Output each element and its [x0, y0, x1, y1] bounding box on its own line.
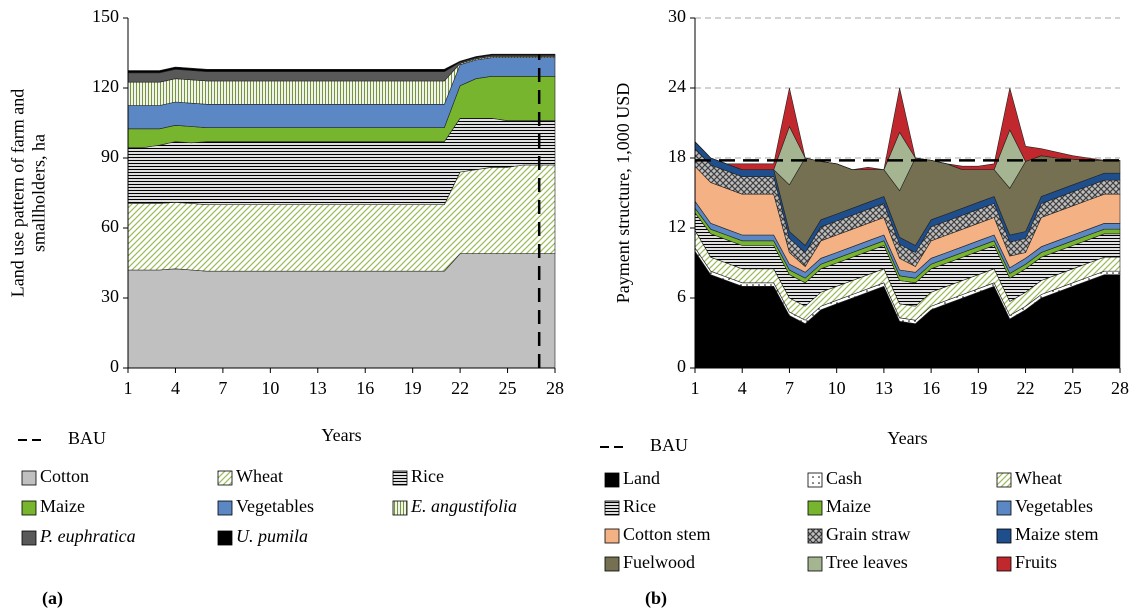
legend-bau-label: BAU — [650, 435, 688, 455]
x-tick-label: 25 — [1064, 378, 1082, 398]
legend-label: Vegetables — [1015, 496, 1093, 516]
x-axis-label: Years — [887, 428, 927, 448]
panel-label: (a) — [42, 588, 63, 609]
y-tick-label: 0 — [677, 356, 686, 376]
legend-label: U. pumila — [236, 526, 308, 546]
x-tick-label: 16 — [922, 378, 940, 398]
legend-label: Wheat — [236, 466, 283, 486]
legend-swatch — [217, 470, 233, 486]
y-axis-label: smallholders, ha — [29, 134, 49, 252]
x-tick-label: 22 — [451, 378, 469, 398]
x-tick-label: 28 — [546, 378, 564, 398]
legend-label: Cash — [826, 468, 862, 488]
legend-swatch — [807, 528, 823, 544]
legend-label: E. angustifolia — [410, 496, 517, 516]
y-tick-label: 120 — [92, 76, 119, 96]
x-tick-label: 22 — [1017, 378, 1035, 398]
x-axis-label: Years — [321, 425, 361, 445]
legend-label: Tree leaves — [826, 552, 908, 572]
legend-label: P. euphratica — [39, 526, 136, 546]
legend-swatch — [604, 556, 620, 572]
y-tick-label: 24 — [668, 76, 686, 96]
legend-swatch — [217, 500, 233, 516]
legend-label: Maize stem — [1015, 524, 1098, 544]
area — [694, 87, 1120, 171]
legend-swatch — [21, 500, 37, 516]
x-tick-label: 13 — [875, 378, 893, 398]
legend-swatch — [604, 472, 620, 488]
x-tick-label: 7 — [785, 378, 794, 398]
legend-label: Maize — [826, 496, 871, 516]
legend-label: Land — [623, 468, 660, 488]
legend-bau-label: BAU — [68, 428, 106, 448]
y-tick-label: 90 — [101, 146, 119, 166]
legend-swatch — [807, 556, 823, 572]
legend-label: Maize — [40, 496, 85, 516]
legend-swatch — [21, 470, 37, 486]
y-tick-label: 0 — [110, 356, 119, 376]
y-axis-label: Payment structure, 1,000 USD — [613, 83, 633, 303]
x-tick-label: 19 — [969, 378, 987, 398]
y-tick-label: 60 — [101, 216, 119, 236]
x-tick-label: 1 — [691, 378, 700, 398]
panel-label: (b) — [645, 588, 667, 609]
legend-swatch — [392, 470, 408, 486]
legend-label: Cotton — [40, 466, 89, 486]
legend-swatch — [807, 500, 823, 516]
legend-swatch — [996, 528, 1012, 544]
x-tick-label: 4 — [738, 378, 747, 398]
legend-label: Fuelwood — [623, 552, 695, 572]
legend-swatch — [604, 528, 620, 544]
legend-swatch — [996, 500, 1012, 516]
legend-label: Cotton stem — [623, 524, 711, 544]
y-tick-label: 150 — [92, 6, 119, 26]
y-axis-label: Land use pattern of farm and — [8, 89, 28, 297]
legend-label: Rice — [411, 466, 444, 486]
y-tick-label: 30 — [668, 6, 686, 26]
x-tick-label: 28 — [1111, 378, 1129, 398]
legend-label: Wheat — [1015, 468, 1062, 488]
legend-swatch — [217, 530, 233, 546]
x-tick-label: 1 — [124, 378, 133, 398]
y-tick-label: 12 — [668, 216, 686, 236]
y-tick-label: 30 — [101, 286, 119, 306]
x-tick-label: 16 — [356, 378, 374, 398]
legend-swatch — [604, 500, 620, 516]
x-tick-label: 25 — [499, 378, 517, 398]
x-tick-label: 4 — [171, 378, 180, 398]
x-tick-label: 19 — [404, 378, 422, 398]
legend-swatch — [392, 500, 408, 516]
y-tick-label: 6 — [677, 286, 686, 306]
x-tick-label: 7 — [218, 378, 227, 398]
legend-swatch — [996, 472, 1012, 488]
area — [127, 53, 556, 74]
legend-swatch — [996, 556, 1012, 572]
x-tick-label: 13 — [309, 378, 327, 398]
x-tick-label: 10 — [261, 378, 279, 398]
legend-label: Rice — [623, 496, 656, 516]
x-tick-label: 10 — [828, 378, 846, 398]
legend-label: Grain straw — [826, 524, 910, 544]
legend-label: Fruits — [1015, 552, 1057, 572]
legend-swatch — [807, 472, 823, 488]
legend-swatch — [21, 530, 37, 546]
legend-label: Vegetables — [236, 496, 314, 516]
y-tick-label: 18 — [668, 146, 686, 166]
